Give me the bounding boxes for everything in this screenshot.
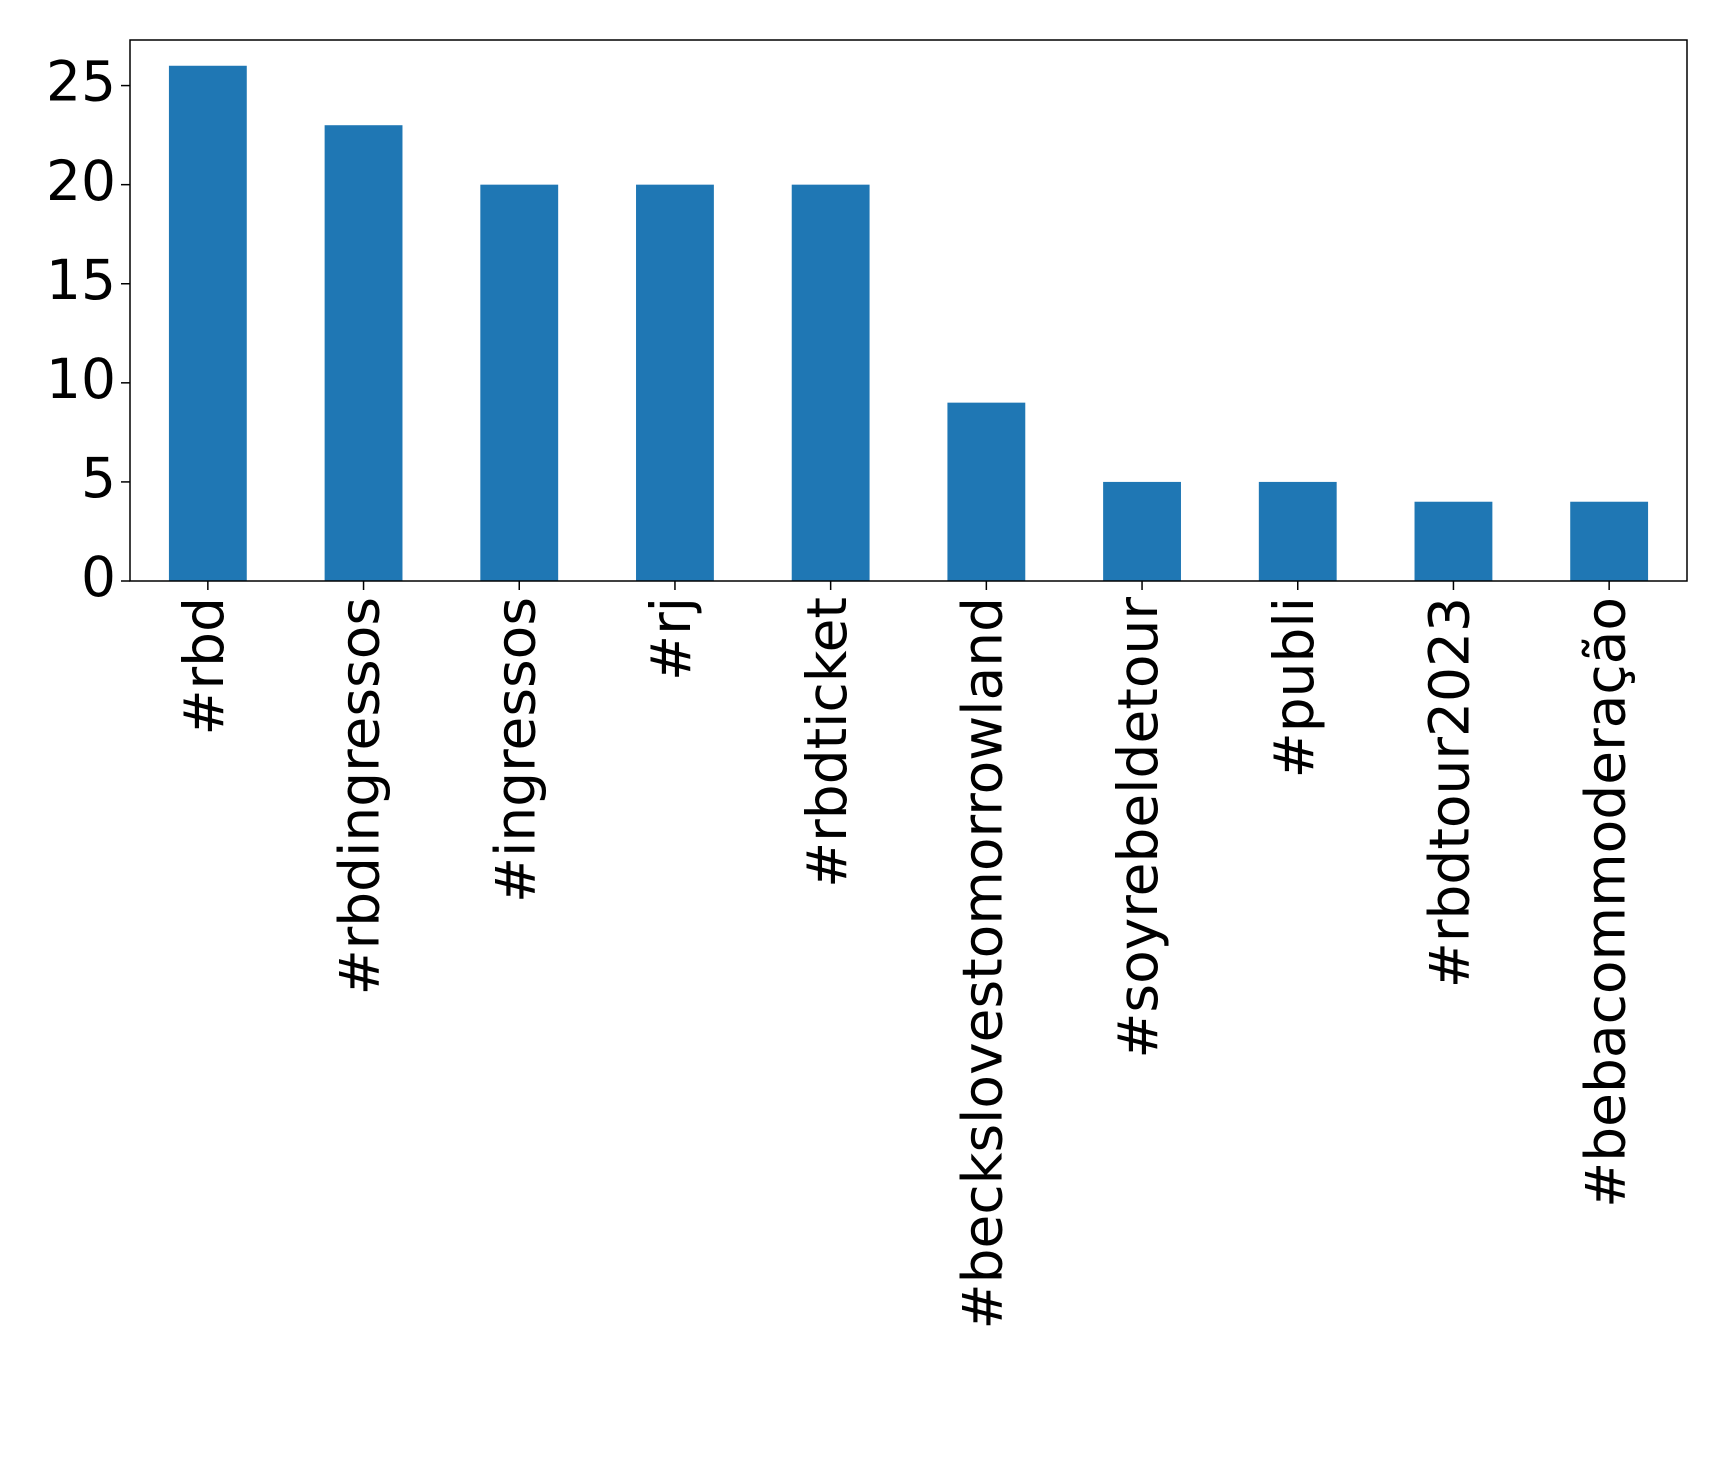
x-tick-label: #ingressos (483, 597, 547, 903)
bar (1103, 481, 1181, 581)
x-tick-label: #rbdticket (795, 597, 859, 888)
bar (1258, 481, 1337, 581)
bar (636, 184, 714, 581)
y-tick-label: 20 (46, 149, 116, 213)
bar (168, 65, 247, 581)
y-tick-label: 5 (81, 446, 116, 510)
x-tick-label: #rbdtour2023 (1418, 597, 1482, 988)
bar (791, 184, 870, 581)
x-tick-label: #rj (639, 597, 703, 681)
x-tick-label: #rbdingressos (328, 597, 392, 995)
bar (480, 184, 559, 581)
x-tick-label: #soyrebeldetour (1106, 597, 1170, 1059)
y-tick-label: 25 (46, 50, 116, 114)
x-tick-label: #bebacommoderação (1573, 597, 1637, 1208)
bar (1414, 501, 1493, 581)
plot-frame (129, 39, 1688, 582)
bar (947, 402, 1026, 581)
x-tick-label: #rbd (172, 597, 236, 736)
x-tick-label: #publi (1262, 597, 1326, 778)
y-tick-label: 10 (46, 347, 116, 411)
y-tick-label: 15 (46, 248, 116, 312)
x-tick-label: #beckslovestomorrowland (950, 597, 1014, 1329)
y-tick-label: 0 (81, 545, 116, 609)
bar (1570, 501, 1649, 581)
bar (324, 125, 403, 581)
